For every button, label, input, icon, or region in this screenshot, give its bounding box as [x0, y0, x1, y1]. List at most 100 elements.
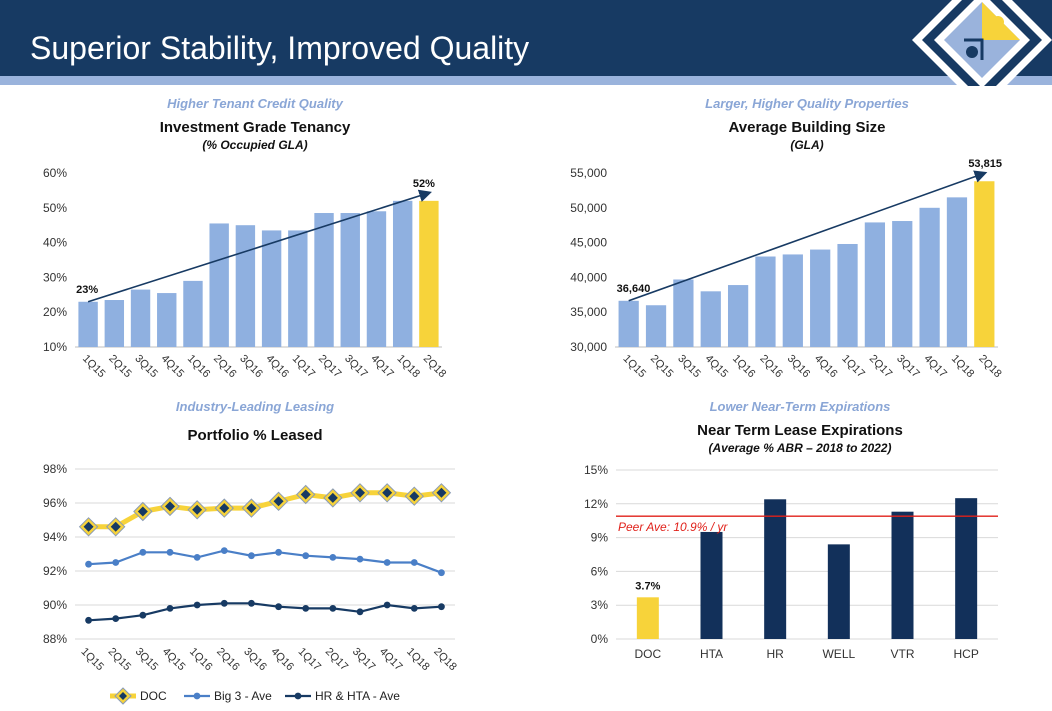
y-tick-label: 0% [591, 632, 609, 646]
x-tick-label: 3Q17 [342, 353, 370, 381]
x-tick-label: 2Q15 [648, 353, 676, 381]
y-tick-label: 50% [43, 201, 67, 215]
series-doc-point-inner [436, 487, 447, 498]
chart-subtitle: (GLA) [790, 138, 823, 152]
chart-title: Portfolio % Leased [187, 427, 322, 444]
chart-title: Investment Grade Tenancy [160, 119, 351, 136]
series-doc-point-inner [219, 503, 230, 514]
x-tick-label: 3Q15 [133, 646, 161, 674]
x-tick-label: 2Q17 [323, 646, 351, 674]
x-tick-label: 2Q16 [211, 353, 239, 381]
series-big3-point [275, 548, 282, 556]
bar [700, 291, 721, 347]
x-tick-label: 1Q17 [839, 353, 867, 381]
y-tick-label: 30,000 [570, 340, 607, 354]
data-label-end: 53,815 [968, 158, 1002, 170]
peer-average-label: Peer Ave: 10.9% / yr [618, 520, 728, 534]
x-tick-label: 3Q17 [894, 353, 922, 381]
data-label-start: 36,640 [617, 283, 651, 295]
bar [288, 230, 308, 347]
bar [782, 254, 803, 347]
x-tick-label: 1Q17 [296, 646, 324, 674]
y-tick-label: 94% [43, 530, 67, 544]
chart-category-label: Industry-Leading Leasing [176, 399, 334, 414]
chart-portfolio-leased: Industry-Leading Leasing Portfolio % Leas… [43, 399, 459, 705]
bar [183, 280, 203, 347]
x-tick-label: 4Q15 [160, 646, 188, 674]
x-tick-label: 4Q16 [263, 353, 291, 381]
series-hr-hta-point [85, 616, 92, 624]
x-tick-label: 2Q18 [421, 353, 449, 381]
bar [104, 300, 125, 347]
y-tick-label: 40% [43, 236, 67, 250]
x-tick-label: 4Q17 [921, 353, 949, 381]
x-tick-label: 3Q15 [132, 353, 160, 381]
y-tick-label: 30% [43, 270, 67, 284]
series-hr-hta-point [248, 599, 255, 607]
series-hr-hta-line [88, 602, 442, 622]
x-tick-label: HR [766, 647, 784, 661]
x-tick-label: 2Q16 [757, 353, 785, 381]
bar [892, 221, 913, 347]
series-hr-hta-point [438, 603, 445, 611]
x-tick-label: 2Q15 [106, 646, 134, 674]
bar [235, 225, 256, 347]
x-tick-label: VTR [891, 647, 915, 661]
bar [314, 213, 334, 347]
bar [837, 243, 858, 347]
legend-label: DOC [140, 689, 167, 703]
y-tick-label: 92% [43, 564, 67, 578]
x-tick-label: 4Q15 [159, 353, 187, 381]
series-doc-point-inner [273, 496, 284, 507]
x-tick-label: 2Q17 [867, 353, 895, 381]
x-tick-label: 2Q18 [976, 353, 1004, 381]
series-hr-hta-point [302, 605, 310, 612]
x-tick-label: 2Q18 [431, 646, 459, 674]
x-tick-label: 2Q16 [214, 646, 242, 674]
chart-title: Near Term Lease Expirations [697, 422, 903, 439]
chart-category-label: Lower Near-Term Expirations [710, 399, 891, 414]
data-label-end: 52% [413, 178, 435, 190]
x-tick-label: HCP [953, 647, 978, 661]
series-hr-hta-point [275, 603, 282, 611]
trend-arrow [628, 170, 988, 302]
x-tick-label: 4Q15 [703, 353, 731, 381]
series-big3-point [112, 559, 120, 566]
bar [919, 207, 940, 347]
y-tick-label: 90% [43, 598, 67, 612]
y-tick-label: 9% [591, 531, 609, 545]
bar [209, 223, 229, 347]
y-tick-label: 10% [43, 340, 67, 354]
x-tick-label: 3Q16 [785, 353, 813, 381]
data-label-start: 23% [76, 284, 98, 296]
x-tick-label: 1Q16 [187, 646, 215, 674]
series-doc-point-inner [165, 501, 175, 512]
bar [864, 222, 886, 347]
bar [810, 249, 831, 347]
chart-near-term-lease-expirations: Lower Near-Term Expirations Near Term Lea… [584, 399, 998, 661]
x-tick-label: HTA [700, 647, 723, 661]
data-label: 3.7% [635, 580, 660, 592]
x-tick-label: 1Q16 [730, 353, 758, 381]
y-tick-label: 35,000 [570, 305, 607, 319]
x-tick-label: 1Q16 [185, 353, 213, 381]
trend-arrow [87, 189, 432, 303]
series-big3-point [248, 552, 255, 560]
x-tick-label: DOC [634, 647, 661, 661]
series-hr-hta-point [220, 599, 228, 607]
x-tick-label: 4Q16 [268, 646, 296, 674]
bar [974, 181, 995, 347]
y-tick-label: 50,000 [570, 201, 607, 215]
x-tick-label: 1Q18 [949, 353, 977, 381]
series-hr-hta-point [193, 601, 201, 609]
y-tick-label: 45,000 [570, 236, 607, 250]
y-tick-label: 98% [43, 462, 67, 476]
series-big3-point [329, 554, 337, 561]
series-hr-hta-point [356, 608, 364, 616]
bar [618, 300, 639, 347]
series-hr-hta-point [112, 615, 120, 622]
series-hr-hta-point [383, 601, 391, 609]
series-big3-point [139, 548, 147, 556]
x-tick-label: 4Q16 [812, 353, 840, 381]
x-tick-label: 1Q17 [290, 353, 318, 381]
